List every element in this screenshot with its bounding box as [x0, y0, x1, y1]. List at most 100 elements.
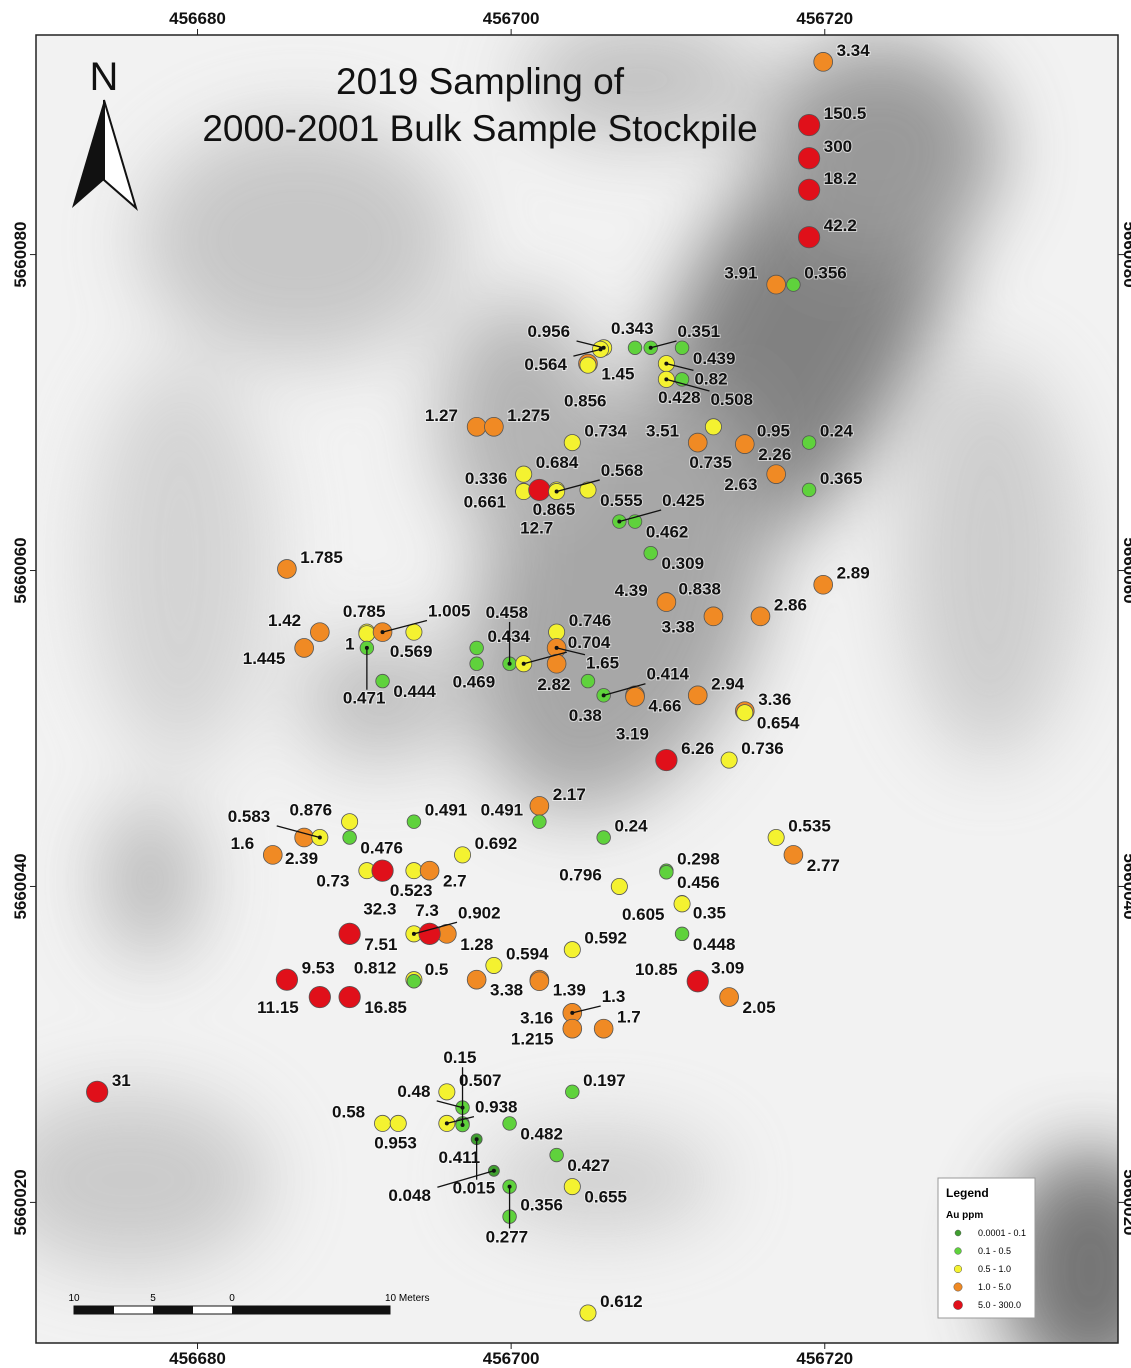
sample-label: 0.411 [439, 1148, 481, 1167]
sample-label: 0.508 [710, 390, 753, 409]
leader-dot [508, 1185, 512, 1189]
sample-label: 1.275 [507, 406, 550, 425]
sample-label: 0.298 [677, 850, 720, 869]
sample-label: 4.66 [648, 696, 681, 715]
y-tick-label: 5660060 [11, 537, 30, 603]
sample-label: 2.7 [443, 872, 467, 891]
y-tick-label: 5660060 [1120, 537, 1131, 603]
sample-label: 0.336 [465, 469, 508, 488]
sample-label: 1.42 [268, 611, 301, 630]
sample-label: 0.856 [564, 391, 607, 410]
x-tick-label: 456700 [483, 1349, 540, 1368]
sample-point [454, 847, 470, 863]
sample-point [276, 969, 297, 990]
sample-point [675, 927, 689, 941]
sample-label: 0.469 [453, 673, 496, 692]
sample-label: 0.428 [658, 388, 701, 407]
sample-point [628, 341, 642, 355]
leader-dot [445, 1121, 449, 1125]
sample-label: 0.356 [520, 1196, 563, 1215]
leader-dot [664, 362, 668, 366]
sample-point [263, 845, 282, 864]
sample-point [660, 865, 674, 879]
sample-label: 0.938 [475, 1098, 518, 1117]
sample-label: 0.555 [600, 491, 643, 510]
sample-label: 1.39 [553, 981, 586, 1000]
y-tick-label: 5660040 [1120, 853, 1131, 919]
legend: Legend Au ppm 0.0001 - 0.10.1 - 0.50.5 -… [938, 1178, 1035, 1318]
sample-point [550, 1148, 564, 1162]
sample-label: 0.439 [693, 349, 736, 368]
sample-label: 3.34 [837, 41, 871, 60]
sample-point [688, 433, 707, 452]
sample-label: 3.36 [758, 690, 791, 709]
sample-label: 31 [112, 1071, 131, 1090]
sample-point [533, 815, 547, 829]
sample-label: 0.444 [393, 682, 436, 701]
sample-point [720, 988, 739, 1007]
sample-label: 1.28 [460, 935, 493, 954]
sample-label: 0.48 [397, 1082, 430, 1101]
map-title: 2019 Sampling of [336, 61, 625, 102]
sample-point [530, 972, 549, 991]
sample-point [390, 1115, 406, 1131]
sample-label: 1.445 [243, 649, 286, 668]
sample-label: 0.82 [694, 369, 727, 388]
sample-label: 2.05 [743, 998, 776, 1017]
sample-label: 0.351 [678, 322, 721, 341]
sample-label: 0.35 [693, 903, 726, 922]
sample-point [470, 641, 484, 655]
sample-point [564, 1179, 580, 1195]
y-tick-label: 5660020 [11, 1169, 30, 1235]
sample-point [737, 705, 753, 721]
legend-subtitle: Au ppm [946, 1210, 983, 1221]
sample-label: 300 [824, 137, 852, 156]
sample-point [564, 434, 580, 450]
sample-point [359, 626, 375, 642]
sample-point [626, 687, 645, 706]
leader-dot [602, 693, 606, 697]
sample-label: 7.51 [364, 935, 397, 954]
sample-point [407, 974, 421, 988]
sample-point [644, 546, 658, 560]
sample-label: 0.491 [425, 801, 468, 820]
sample-point [611, 878, 627, 894]
sample-point [549, 624, 565, 640]
sample-label: 0.953 [374, 1134, 417, 1153]
north-label: N [90, 55, 119, 99]
sample-point [420, 861, 439, 880]
leader-dot [508, 662, 512, 666]
y-tick-label: 5660040 [11, 853, 30, 919]
sample-point [581, 674, 595, 688]
legend-swatch [954, 1265, 962, 1273]
sample-label: 1 [345, 635, 354, 654]
sample-point [295, 639, 314, 658]
y-tick-label: 5660020 [1120, 1169, 1131, 1235]
sample-point [372, 860, 393, 881]
sample-label: 1.005 [428, 602, 471, 621]
sample-label: 0.612 [600, 1292, 643, 1311]
map-title: 2000-2001 Bulk Sample Stockpile [202, 108, 757, 149]
sample-label: 1.6 [231, 834, 255, 853]
sample-point [565, 1085, 579, 1099]
sample-label: 1.27 [425, 406, 458, 425]
sample-point [516, 466, 532, 482]
sample-label: 0.309 [662, 554, 705, 573]
sample-point [406, 624, 422, 640]
sample-point [376, 674, 390, 688]
sample-label: 0.365 [820, 469, 863, 488]
sample-point [705, 419, 721, 435]
sample-label: 0.661 [464, 493, 507, 512]
sample-point [814, 575, 833, 594]
sample-label: 42.2 [824, 216, 857, 235]
sample-label: 2.82 [537, 675, 570, 694]
sample-point [467, 970, 486, 989]
sample-label: 0.796 [559, 865, 602, 884]
sample-point [687, 971, 708, 992]
sample-label: 10.85 [635, 960, 678, 979]
sample-label: 0.462 [646, 523, 689, 542]
sample-point [798, 148, 819, 169]
leader-dot [475, 1137, 479, 1141]
sample-label: 0.736 [741, 739, 784, 758]
sample-point [657, 593, 676, 612]
